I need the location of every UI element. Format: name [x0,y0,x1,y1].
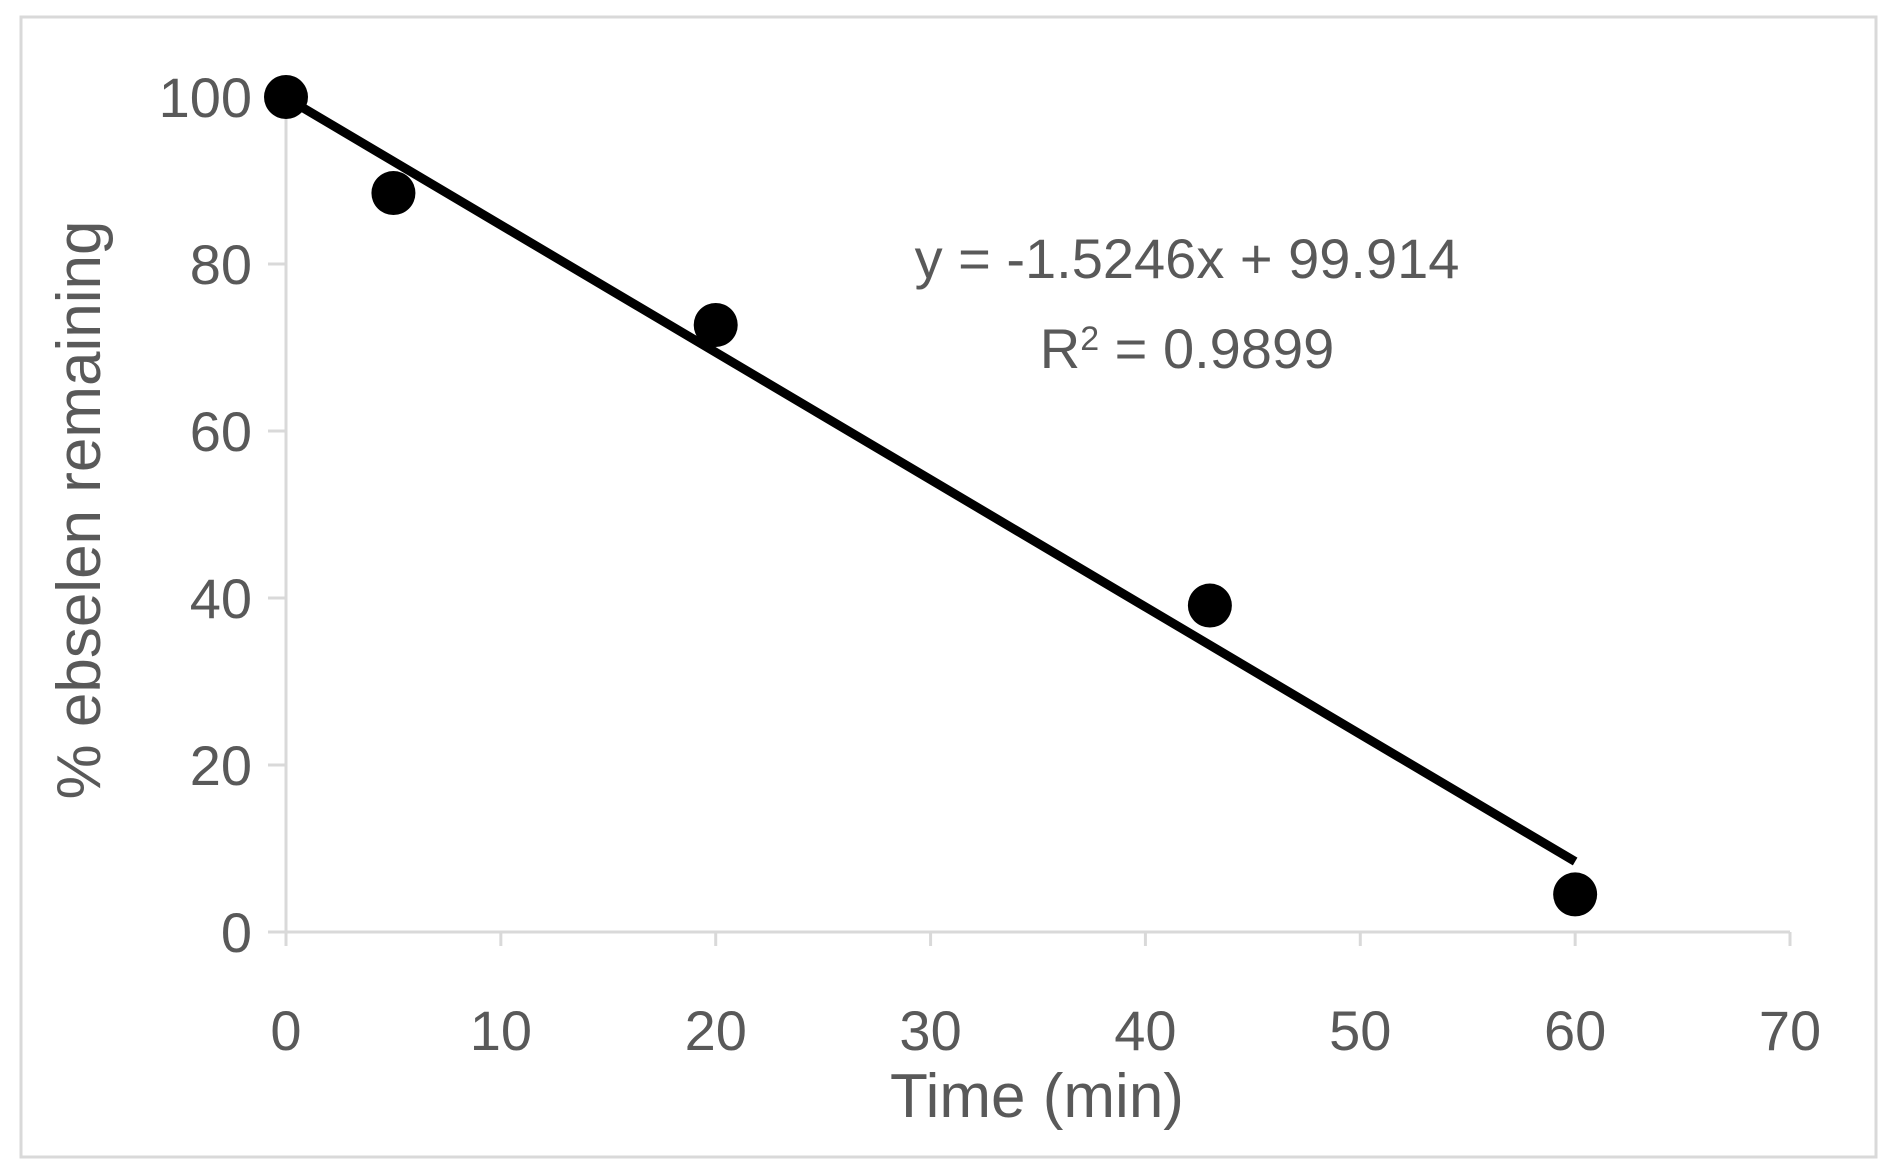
y-tick-label: 100 [159,66,252,129]
chart-border [19,15,1878,1159]
y-tick-label: 20 [190,734,252,797]
y-tick-label: 0 [221,901,252,964]
data-point [264,75,308,119]
data-point [1553,872,1598,917]
y-tick-label: 40 [190,567,252,630]
data-point [1187,583,1232,628]
trendline-layer [283,93,1578,866]
x-tick-label: 70 [1759,999,1821,1062]
x-tick-label: 40 [1114,999,1176,1062]
y-tick-label: 80 [190,233,252,296]
y-tick-label: 60 [190,400,252,463]
trendline-equation: y = -1.5246x + 99.914 [915,227,1460,290]
r2-value: = 0.9899 [1099,317,1334,380]
data-points [264,75,1598,917]
data-point [371,171,416,216]
r2-prefix: R [1040,317,1080,380]
x-tick-label: 10 [470,999,532,1062]
y-axis-title: % ebselen remaining [45,220,114,799]
x-tick-label: 30 [899,999,961,1062]
r2-superscript: 2 [1080,320,1099,358]
x-tick-label: 20 [685,999,747,1062]
linear-trendline [283,93,1578,866]
data-point [693,302,738,347]
x-tick-label: 60 [1544,999,1606,1062]
trendline-r-squared: R2 = 0.9899 [1040,317,1334,380]
tick-marks [268,95,1792,946]
x-axis-title: Time (min) [890,1062,1184,1131]
x-tick-label: 50 [1329,999,1391,1062]
tick-labels: 0 10 20 30 40 50 60 70 0 20 40 60 80 100 [159,66,1822,1062]
x-tick-label: 0 [270,999,301,1062]
